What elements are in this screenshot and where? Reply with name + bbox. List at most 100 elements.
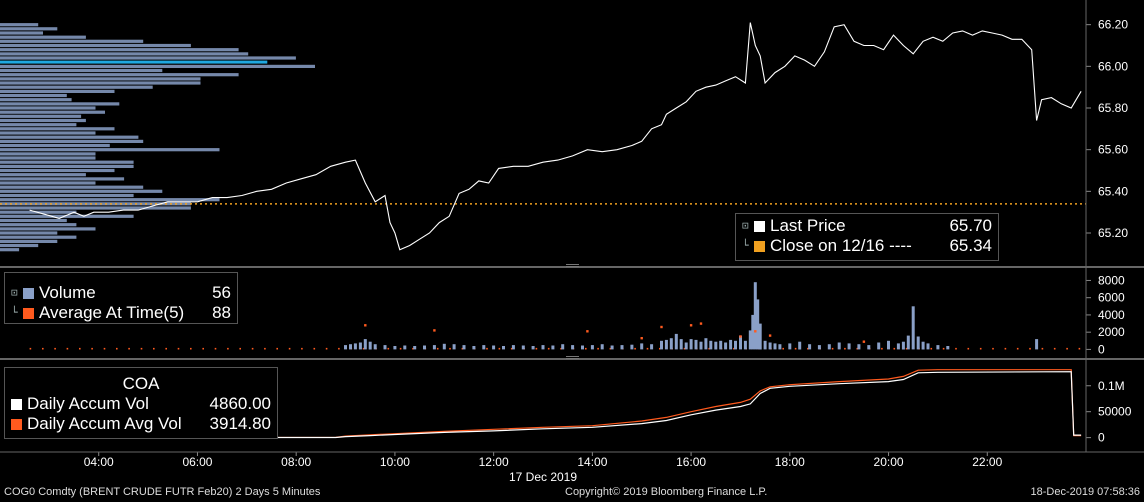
avg-vol-baseline-dot	[436, 347, 439, 350]
volume-bar	[393, 346, 397, 350]
volume-profile-bar	[0, 114, 82, 118]
volume-profile-bar	[0, 218, 67, 223]
volume-profile-bar	[0, 160, 134, 164]
volume-profile-bar	[0, 164, 134, 168]
price-panel: 66.20 66.00 65.80 65.60 65.40 65.20	[0, 18, 1128, 251]
last-price-line	[29, 22, 1082, 251]
avg-vol-baseline-dot	[905, 347, 908, 350]
avg-vol-baseline-dot	[362, 347, 365, 350]
volume-bar	[798, 341, 802, 350]
resize-grip[interactable]	[566, 264, 579, 265]
volume-bar	[1035, 339, 1039, 350]
volume-bar	[413, 346, 417, 350]
volume-legend[interactable]: ⊡ Volume 56 └ Average At Time(5) 88	[4, 272, 238, 324]
x-tick-label: 06:00	[182, 455, 212, 469]
daily-avg-swatch	[11, 418, 22, 430]
accum-legend[interactable]: COA Daily Accum Vol 4860.00 Daily Accum …	[4, 367, 278, 439]
accum-panel: 0.1M 50000 0	[29, 369, 1132, 445]
avg-vol-baseline-dot	[708, 347, 710, 350]
daily-avg-value: 3914.80	[209, 414, 271, 433]
volume-profile-bar	[0, 198, 220, 202]
volume-bar	[423, 345, 426, 350]
volume-bar	[531, 346, 535, 350]
avg-vol-baseline-dot	[486, 347, 488, 350]
volume-bar	[896, 343, 900, 350]
volume-bar	[743, 340, 747, 350]
price-tick-label: 65.20	[1098, 226, 1128, 240]
resize-grip[interactable]	[566, 266, 579, 267]
volume-bar	[551, 345, 555, 350]
copyright: Copyright© 2019 Bloomberg Finance L.P.	[565, 486, 768, 498]
volume-bar	[946, 346, 950, 350]
volume-bar	[827, 344, 831, 350]
resize-grip[interactable]	[566, 356, 579, 357]
volume-profile-bar	[0, 227, 96, 231]
volume-profile-bar	[0, 173, 86, 177]
avg-vol-baseline-dot	[227, 347, 229, 350]
volume-bar	[403, 345, 407, 350]
avg-vol-baseline-dot	[288, 347, 291, 350]
avg-vol-baseline-dot	[659, 347, 661, 350]
volume-bar	[620, 345, 624, 350]
volume-profile-bar	[0, 56, 296, 60]
legend-bracket-icon: └	[742, 239, 749, 252]
avg-vol-baseline-dot	[301, 347, 303, 350]
volume-bar	[758, 323, 762, 350]
volume-bar	[867, 345, 871, 350]
volume-profile-bar	[0, 85, 153, 89]
avg-vol-label: Average At Time(5)	[39, 303, 185, 322]
avg-vol-baseline-dot	[510, 347, 513, 350]
avg-vol-baseline-dot	[251, 347, 254, 350]
price-legend[interactable]: ⊡ Last Price 65.70 └ Close on 12/16 ----…	[735, 213, 999, 261]
volume-bar	[763, 340, 767, 350]
avg-vol-baseline-dot	[535, 347, 538, 350]
volume-profile-bar	[0, 123, 77, 127]
avg-vol-baseline-dot	[399, 347, 402, 350]
close-label: Close on 12/16 ----	[770, 236, 912, 255]
volume-profile-bar	[0, 118, 86, 123]
volume-bar	[581, 345, 584, 350]
accum-title: COA	[122, 374, 160, 393]
avg-vol-baseline-dot	[42, 347, 44, 350]
legend-bracket-icon: ⊡	[11, 286, 18, 299]
daily-accum-vol-line	[29, 371, 1082, 439]
avg-vol-baseline-dot	[881, 347, 883, 350]
daily-accum-value: 4860.00	[209, 394, 271, 413]
close-value: 65.34	[949, 236, 992, 255]
last-price-label: Last Price	[770, 216, 846, 235]
price-tick-label: 65.40	[1098, 184, 1128, 198]
volume-bar	[857, 344, 861, 350]
x-tick-label: 12:00	[479, 455, 509, 469]
resize-grip[interactable]	[566, 358, 579, 359]
volume-bar	[753, 282, 757, 350]
volume-bar	[353, 343, 357, 350]
volume-profile-bar	[0, 243, 39, 248]
volume-profile	[0, 23, 315, 252]
avg-vol-baseline-dot	[153, 347, 155, 350]
avg-vol-baseline-dot	[1041, 347, 1044, 350]
avg-vol-baseline-dot	[955, 347, 957, 350]
x-tick-label: 22:00	[972, 455, 1002, 469]
avg-vol-baseline-dot	[116, 347, 118, 350]
avg-vol-point	[640, 337, 643, 340]
security-description: COG0 Comdty (BRENT CRUDE FUTR Feb20) 2 D…	[4, 486, 321, 498]
volume-bar	[358, 342, 362, 350]
volume-bar	[664, 339, 668, 350]
legend-bracket-icon: ⊡	[742, 219, 749, 232]
volume-bar	[590, 345, 594, 350]
volume-bar	[383, 345, 387, 350]
avg-vol-baseline-dot	[1029, 347, 1031, 350]
volume-profile-bar	[0, 239, 58, 243]
volume-bar	[936, 345, 940, 350]
accum-tick-label: 50000	[1098, 405, 1132, 419]
volume-profile-bar	[0, 43, 191, 48]
volume-profile-bar	[0, 135, 139, 139]
x-axis: 04:00 06:00 08:00 10:00 12:00 14:00 16:00 18:00…	[84, 452, 1003, 484]
volume-profile-bar	[0, 110, 105, 114]
volume-bar	[650, 344, 654, 350]
volume-profile-bar	[0, 185, 144, 189]
avg-vol-baseline-dot	[54, 347, 56, 350]
avg-vol-baseline-dot	[646, 347, 649, 350]
volume-profile-bar	[0, 27, 58, 31]
volume-profile-bar	[0, 152, 96, 156]
